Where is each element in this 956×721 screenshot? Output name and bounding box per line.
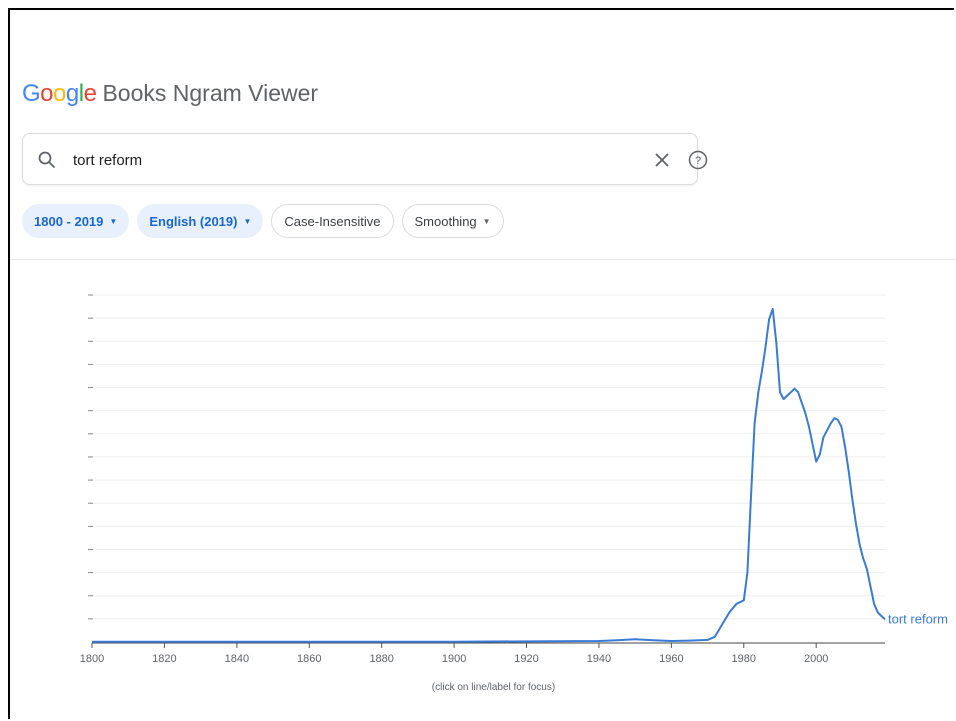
series-label-tort-reform[interactable]: tort reform xyxy=(888,611,948,626)
chart-note: (click on line/label for focus) xyxy=(432,682,555,693)
search-input[interactable] xyxy=(71,146,615,174)
dropdown-caret-icon: ▼ xyxy=(482,216,491,226)
x-ticks: 1800 1820 1840 1860 1880 1900 1920 1940 1960 1980… xyxy=(80,643,828,665)
case-insensitive-chip[interactable]: Case-Insensitive xyxy=(271,204,394,238)
x-tick-label: 1960 xyxy=(659,653,683,665)
case-label: Case-Insensitive xyxy=(284,213,381,229)
series-line-tort-reform[interactable] xyxy=(92,307,886,643)
year-range-label: 1800 - 2019 xyxy=(34,213,104,229)
x-tick-label: 1900 xyxy=(442,653,466,665)
x-tick-label: 1980 xyxy=(732,653,756,665)
x-tick-label: 1940 xyxy=(587,653,611,665)
help-icon[interactable]: ? xyxy=(687,149,709,171)
x-tick-label: 2000 xyxy=(804,653,828,665)
close-icon[interactable] xyxy=(651,149,673,171)
corpus-chip[interactable]: English (2019) ▼ xyxy=(137,204,264,238)
x-tick-label: 1880 xyxy=(369,653,393,665)
y-ticks xyxy=(88,294,93,620)
app-title: Books Ngram Viewer xyxy=(102,80,319,106)
google-logo[interactable]: Google xyxy=(22,80,97,107)
filter-chips: 1800 - 2019 ▼ English (2019) ▼ Case-Insens… xyxy=(22,204,504,238)
x-tick-label: 1800 xyxy=(80,653,104,665)
x-tick-label: 1920 xyxy=(514,653,538,665)
dropdown-caret-icon: ▼ xyxy=(109,216,118,226)
x-tick-label: 1820 xyxy=(152,653,176,665)
search-box[interactable]: ? xyxy=(22,133,708,185)
smoothing-chip[interactable]: Smoothing ▼ xyxy=(401,204,504,238)
smoothing-label: Smoothing xyxy=(414,213,477,229)
year-range-chip[interactable]: 1800 - 2019 ▼ xyxy=(22,204,130,238)
ngram-chart: 1800 1820 1840 1860 1880 1900 1920 1940 1960 1980… xyxy=(80,294,948,693)
svg-text:?: ? xyxy=(695,155,701,167)
window-frame xyxy=(8,8,954,719)
x-tick-label: 1840 xyxy=(225,653,249,665)
dropdown-caret-icon: ▼ xyxy=(243,216,252,226)
x-tick-label: 1860 xyxy=(297,653,321,665)
divider xyxy=(10,259,956,260)
app-header: Google Books Ngram Viewer xyxy=(22,80,318,108)
corpus-label: English (2019) xyxy=(149,213,238,229)
search-icon[interactable] xyxy=(37,150,57,170)
